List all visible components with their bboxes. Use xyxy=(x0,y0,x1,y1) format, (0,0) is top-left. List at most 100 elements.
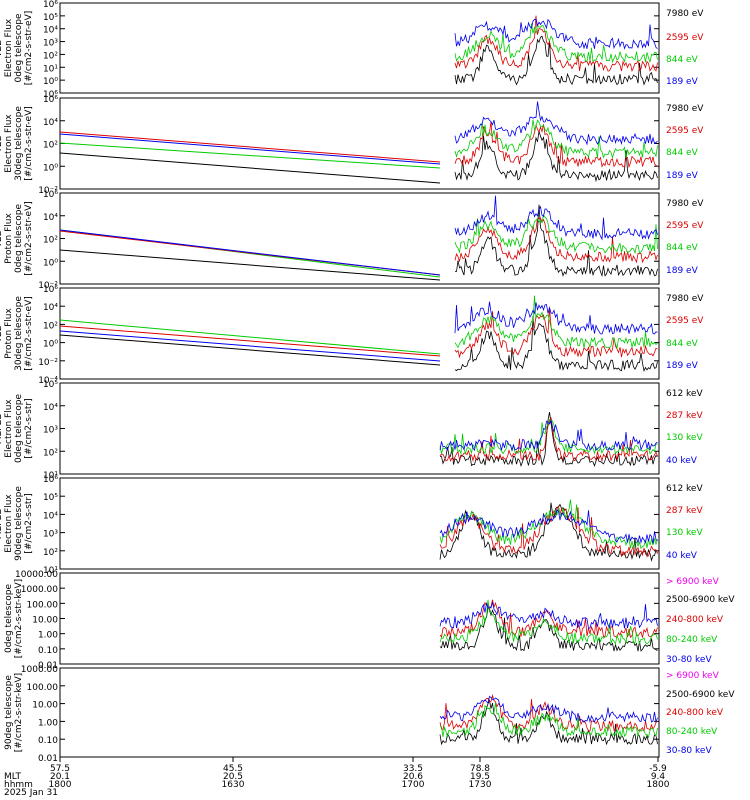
y-tick-label: 10⁶ xyxy=(43,285,58,295)
y-tick-label: 10⁵ xyxy=(43,380,58,390)
legend-entry: 2595 eV xyxy=(666,221,704,231)
y-tick-label: 1000.00 xyxy=(21,585,58,595)
legend-entry: 240-800 keV xyxy=(666,615,724,625)
series-trace xyxy=(439,502,658,562)
y-tick-label: 1.00 xyxy=(38,631,58,641)
y-tick-label: 10000.00 xyxy=(15,570,58,580)
legend-entry: 844 eV xyxy=(666,339,699,349)
series-trace xyxy=(454,18,658,50)
panel-frame xyxy=(59,97,660,190)
panel-frame xyxy=(59,477,660,570)
y-tick-label: 10⁵ xyxy=(43,493,58,503)
y-tick-label: 0.01 xyxy=(38,754,58,764)
series-trace xyxy=(439,499,658,550)
legend-entry: 2595 eV xyxy=(666,316,704,326)
legend-entry: 612 keV xyxy=(666,484,703,494)
series-trace xyxy=(439,599,658,639)
panel-frame xyxy=(59,667,660,758)
series-line xyxy=(59,319,441,355)
series-trace xyxy=(454,315,658,372)
legend-entry: > 6900 keV xyxy=(666,671,720,681)
legend-entry: 2500-6900 keV xyxy=(666,690,735,700)
y-axis-label: TEDElectron Flux0deg telescope[#/cm2-s-s… xyxy=(0,11,34,86)
series-trace xyxy=(454,213,658,255)
series-trace xyxy=(454,195,658,241)
legend-entry: 844 eV xyxy=(666,243,699,253)
series-trace xyxy=(454,23,658,64)
series-line xyxy=(59,229,441,276)
series-trace xyxy=(454,121,658,169)
x-tick-label: 1800 xyxy=(647,780,670,790)
series-trace xyxy=(454,295,658,350)
series-trace xyxy=(439,602,658,629)
y-tick-label: 10⁻² xyxy=(38,281,58,291)
legend-entry: 7980 eV xyxy=(666,294,704,304)
y-tick-label: 10⁰ xyxy=(43,258,58,268)
y-tick-label: 10.00 xyxy=(32,616,58,626)
y-tick-label: 10³ xyxy=(43,426,58,436)
series-trace xyxy=(455,204,658,278)
legend-entry: 7980 eV xyxy=(666,199,704,209)
y-tick-label: 0.01 xyxy=(38,661,58,671)
y-axis-label: TEDProton Flux30deg telescope[#/cm2-s-st… xyxy=(0,296,34,371)
y-tick-label: 10⁻² xyxy=(38,358,58,368)
panel-frame xyxy=(59,572,660,665)
legend-entry: 80-240 keV xyxy=(666,635,718,645)
series-trace xyxy=(454,301,658,335)
y-tick-label: 10¹ xyxy=(43,471,58,481)
x-tick-label: 1630 xyxy=(222,780,245,790)
y-tick-label: 1000.00 xyxy=(21,665,58,675)
y-tick-label: 10.00 xyxy=(32,701,58,711)
legend-entry: 844 eV xyxy=(666,55,699,65)
y-axis-label: TEDElectron Flux30deg telescope[#/cm2-s-… xyxy=(0,106,34,181)
x-tick-label: 1700 xyxy=(402,780,425,790)
series-trace xyxy=(454,101,658,146)
series-trace xyxy=(439,607,658,652)
panel-frame xyxy=(59,2,660,94)
y-tick-label: 10⁴ xyxy=(43,213,58,223)
date-label: 2025 Jan 31 xyxy=(4,788,58,798)
y-tick-label: 10⁶ xyxy=(43,475,58,485)
y-tick-label: 0.10 xyxy=(38,736,58,746)
legend-entry: 30-80 keV xyxy=(666,746,712,756)
y-tick-label: 10² xyxy=(43,448,58,458)
series-trace xyxy=(454,130,658,183)
panel-frame xyxy=(59,287,660,380)
y-tick-label: 10⁵ xyxy=(43,13,58,23)
series-line xyxy=(59,131,441,163)
y-tick-label: 10² xyxy=(43,141,58,151)
y-axis-label: 90deg telescope[#/cm2-s-str-keV] xyxy=(4,673,24,752)
series-line xyxy=(59,330,441,362)
legend-entry: 40 keV xyxy=(666,456,698,466)
y-tick-label: 10⁴ xyxy=(43,403,58,413)
series-trace xyxy=(439,419,658,452)
x-tick-label: 33.5 xyxy=(403,764,423,774)
y-tick-label: 0.10 xyxy=(38,646,58,656)
legend-entry: 2595 eV xyxy=(666,126,704,136)
series-trace xyxy=(439,703,658,739)
y-tick-label: 10⁴ xyxy=(43,303,58,313)
y-tick-label: 10⁻⁴ xyxy=(38,376,58,386)
legend-entry: 612 keV xyxy=(666,389,703,399)
y-tick-label: 100.00 xyxy=(27,600,59,610)
series-trace xyxy=(439,599,658,646)
legend-entry: 189 eV xyxy=(666,361,699,371)
series-trace xyxy=(439,417,658,463)
legend-entry: 287 keV xyxy=(666,506,703,516)
legend-entry: 130 keV xyxy=(666,433,703,443)
legend-entry: 130 keV xyxy=(666,528,703,538)
legend-entry: 40 keV xyxy=(666,551,698,561)
series-trace xyxy=(439,419,658,456)
series-trace xyxy=(439,694,658,733)
legend-entry: > 6900 keV xyxy=(666,577,720,587)
x-tick-label: 20.5 xyxy=(223,772,243,782)
series-line xyxy=(59,325,441,357)
x-tick-label: 9.4 xyxy=(651,772,666,782)
y-tick-label: 10⁰ xyxy=(43,163,58,173)
y-tick-label: 10³ xyxy=(43,530,58,540)
legend-entry: 189 eV xyxy=(666,77,699,87)
x-tick-label: 20.1 xyxy=(50,772,70,782)
y-axis-label: MEPEDElectron Flux90deg telescope[#/cm2-… xyxy=(0,486,34,561)
y-tick-label: 10² xyxy=(43,236,58,246)
y-tick-label: 10⁶ xyxy=(43,0,58,10)
